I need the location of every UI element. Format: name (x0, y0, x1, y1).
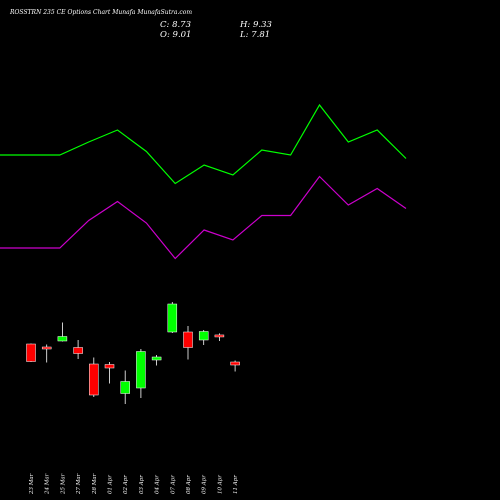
candle (120, 370, 130, 404)
candle-body (230, 361, 240, 366)
x-tick-label: 10 Apr (217, 475, 223, 494)
candle (151, 355, 162, 366)
candle (89, 357, 99, 397)
x-tick-label: 03 Apr (139, 475, 145, 494)
candle (26, 343, 36, 362)
x-tick-label: 01 Apr (108, 475, 114, 494)
x-tick-label: 09 Apr (202, 475, 208, 494)
candle (198, 330, 209, 345)
upper-line-series (0, 103, 407, 185)
x-tick-label: 24 Mar (45, 473, 51, 495)
x-tick-label: 07 Apr (170, 475, 176, 494)
candle-body (167, 303, 178, 333)
candle (57, 322, 68, 342)
chart-title: ROSSTRN 235 CE Options Chart Munafa Muna… (10, 9, 193, 16)
x-tick-label: 08 Apr (186, 475, 192, 494)
candles (26, 302, 240, 404)
candle (104, 362, 115, 384)
candle-body (214, 334, 225, 338)
candle-body (183, 331, 193, 348)
candle-body (57, 336, 68, 342)
candle-body (104, 364, 115, 369)
candle (41, 344, 52, 363)
x-tick-label: 04 Apr (155, 475, 161, 494)
candle (183, 326, 193, 360)
high-value: H: 9.33 (240, 20, 272, 30)
candle-body (151, 356, 162, 361)
candle-body (73, 347, 83, 354)
candle (230, 360, 240, 372)
close-value: C: 8.73 (160, 20, 191, 30)
x-tick-label: 27 Mar (76, 473, 82, 495)
candle-body (120, 381, 130, 394)
candle-body (41, 346, 52, 350)
open-value: O: 9.01 (160, 30, 192, 40)
x-tick-label: 02 Apr (123, 475, 129, 494)
indicator-lines (0, 103, 407, 260)
x-tick-label: 25 Mar (60, 473, 66, 495)
candle (136, 349, 146, 398)
candle-body (198, 331, 209, 341)
x-tick-label: 11 Apr (233, 475, 239, 494)
lower-line-series (0, 175, 407, 260)
candle (214, 333, 225, 341)
x-tick-label: 23 Mar (29, 473, 35, 495)
candle-body (136, 351, 146, 389)
x-tick-label: 28 Mar (92, 473, 98, 495)
candle (73, 340, 83, 359)
x-axis-ticks: 23 Mar 24 Mar 25 Mar 27 Mar 28 Mar 01 Apr 02 A… (29, 473, 239, 495)
candle-body (89, 363, 99, 396)
candle-body (26, 343, 36, 362)
low-value: L: 7.81 (240, 30, 271, 40)
candle (167, 302, 178, 333)
